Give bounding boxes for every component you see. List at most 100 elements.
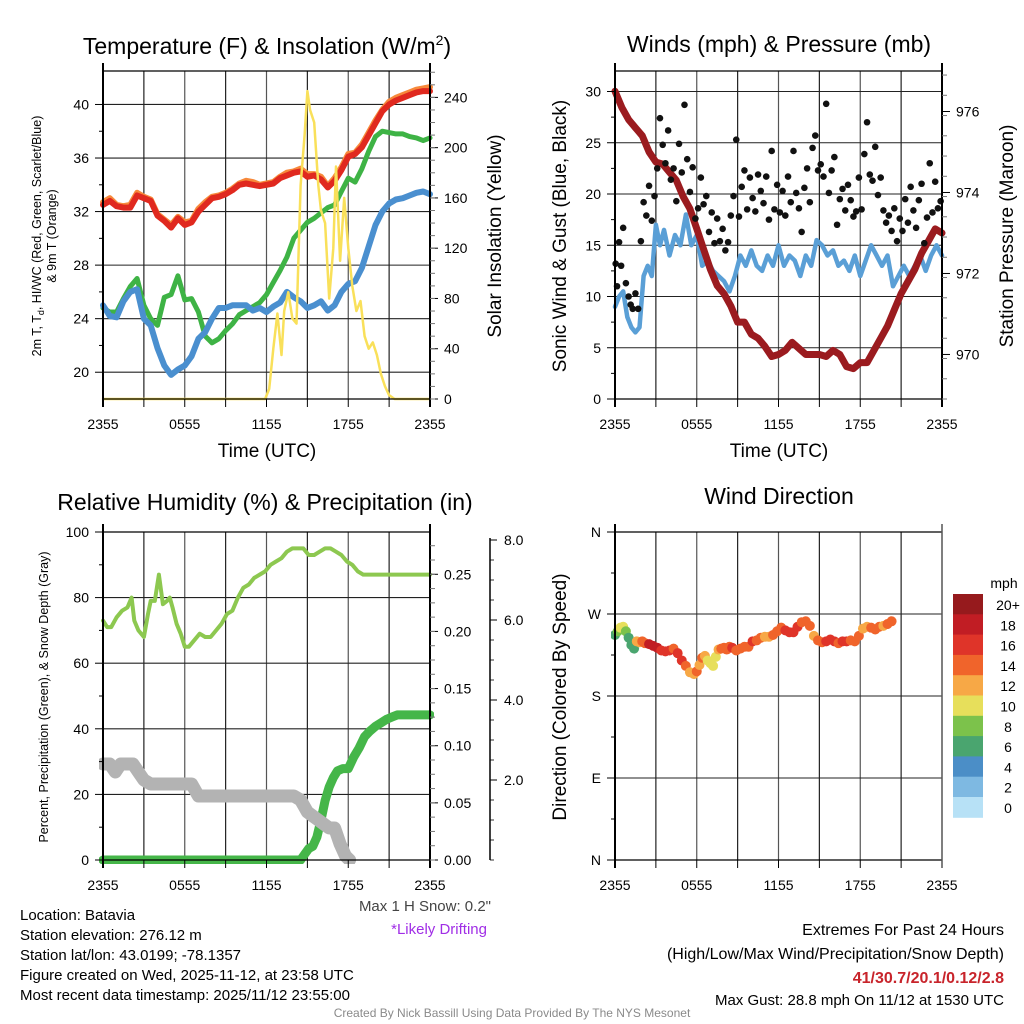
gust-point xyxy=(877,174,884,181)
relative-humidity-line xyxy=(101,546,432,649)
gust-point xyxy=(741,167,748,174)
colorbar-swatch xyxy=(953,695,983,717)
wind-direction-point xyxy=(936,0,946,5)
gust-point xyxy=(768,147,775,155)
wind-direction-point xyxy=(907,0,917,5)
x-tick-label: 2355 xyxy=(926,877,957,893)
max-snow-text: Max 1 H Snow: 0.2" xyxy=(358,898,491,915)
precipitation-line xyxy=(99,710,434,864)
gust-point xyxy=(749,194,756,202)
gust-point xyxy=(896,215,904,222)
y2-tick-label: 0.00 xyxy=(444,852,471,868)
x-tick-label: 2355 xyxy=(599,877,630,893)
gust-point xyxy=(882,219,890,226)
y2-tick-label: 0.25 xyxy=(444,566,471,582)
y-tick-label: N xyxy=(591,852,601,868)
gust-point xyxy=(722,247,729,254)
x-tick-label: 1155 xyxy=(763,416,793,432)
y-tick-label: S xyxy=(592,688,601,704)
colorbar-label: 0 xyxy=(1004,800,1012,816)
y2-tick-label: 80 xyxy=(444,290,460,306)
2m-td-line xyxy=(100,128,433,346)
y2-tick-label: 974 xyxy=(956,184,980,200)
x-tick-label: 2355 xyxy=(87,877,118,893)
extremes-block: Extremes For Past 24 Hours (High/Low/Max… xyxy=(667,919,1004,1011)
gust-point xyxy=(708,209,716,216)
wind-direction-point xyxy=(853,630,864,641)
y2-tick-label: 970 xyxy=(956,346,980,362)
wind-y-label: Sonic Wind & Gust (Blue, Black) xyxy=(550,100,571,372)
gust-point xyxy=(683,155,691,163)
gust-point xyxy=(869,177,876,184)
y-tick-label: E xyxy=(592,770,601,786)
gust-point xyxy=(762,173,770,180)
speed-colorbar: mph 20+ 18 16 14 12 10 8 6 4 2 0 xyxy=(953,575,1020,818)
gust-point xyxy=(617,262,625,270)
y-tick-label: 80 xyxy=(73,590,89,606)
credit-text: Created By Nick Bassill Using Data Provi… xyxy=(333,1006,691,1020)
gust-point xyxy=(645,182,653,190)
gust-point xyxy=(885,212,893,219)
y-tick-label: 100 xyxy=(66,524,90,540)
y2-tick-label: 972 xyxy=(956,265,980,281)
gust-point xyxy=(880,207,887,214)
wind-direction-point xyxy=(886,616,897,627)
location-text: Location: Batavia xyxy=(20,907,136,924)
gust-point xyxy=(743,206,751,213)
x-tick-label: 1155 xyxy=(251,416,281,432)
gust-point xyxy=(929,209,936,216)
y-tick-label: 36 xyxy=(73,150,89,166)
x-tick-label: 1755 xyxy=(845,877,876,893)
y3-tick-label: 2.0 xyxy=(504,772,524,788)
y2-tick-label: 0.05 xyxy=(444,795,471,811)
gust-point xyxy=(637,237,645,245)
x-tick-label: 2355 xyxy=(414,877,445,893)
extremes-heading: Extremes For Past 24 Hours xyxy=(802,922,1004,939)
colorbar-label: 16 xyxy=(1000,638,1016,654)
gust-point xyxy=(782,212,789,219)
gust-point xyxy=(622,279,630,287)
gust-point xyxy=(861,150,868,158)
wind-direction-point xyxy=(915,0,925,5)
max-gust-text: Max Gust: 28.8 mph On 11/12 at 1530 UTC xyxy=(714,992,1004,1009)
wind-direction-point xyxy=(895,0,905,5)
gust-point xyxy=(711,239,718,247)
y-tick-label: 10 xyxy=(585,289,601,305)
station-info: Location: Batavia Station elevation: 276… xyxy=(20,906,354,1006)
colorbar-label: 10 xyxy=(1000,699,1016,715)
y-tick-label: 0 xyxy=(81,852,89,868)
humidity-title: Relative Humidity (%) & Precipitation (i… xyxy=(57,489,472,515)
wind-direction-point xyxy=(927,0,937,5)
pressure-line xyxy=(611,87,946,373)
temperature-x-label: Time (UTC) xyxy=(218,441,317,462)
gust-point xyxy=(817,160,825,168)
hi-wc-line xyxy=(100,188,433,378)
y3-tick-label: 6.0 xyxy=(504,612,524,628)
colorbar-swatch xyxy=(953,715,983,737)
gust-point xyxy=(732,136,740,143)
wind-direction-point xyxy=(919,0,929,5)
2m-t-line xyxy=(100,88,433,231)
y2-tick-label: 976 xyxy=(956,103,980,119)
gust-point xyxy=(866,171,874,178)
gust-point xyxy=(888,227,895,235)
gust-point xyxy=(833,221,841,229)
gust-point xyxy=(746,174,754,181)
gust-point xyxy=(798,228,805,236)
gust-point xyxy=(724,238,732,246)
y2-tick-label: 0 xyxy=(444,391,452,407)
wind-x-label: Time (UTC) xyxy=(730,441,829,462)
colorbar-label: 8 xyxy=(1004,719,1012,735)
y2-tick-label: 200 xyxy=(444,140,468,156)
gust-point xyxy=(850,213,857,220)
gust-point xyxy=(825,189,833,197)
gust-point xyxy=(831,153,838,161)
gust-point xyxy=(659,141,666,149)
humidity-panel: Relative Humidity (%) & Precipitation (i… xyxy=(37,489,524,893)
extremes-legend: (High/Low/Max Wind/Precipitation/Snow De… xyxy=(666,946,1004,963)
gust-point xyxy=(632,290,639,297)
y-tick-label: 15 xyxy=(585,237,601,253)
gust-point xyxy=(686,188,694,196)
y-tick-label: N xyxy=(591,524,601,540)
